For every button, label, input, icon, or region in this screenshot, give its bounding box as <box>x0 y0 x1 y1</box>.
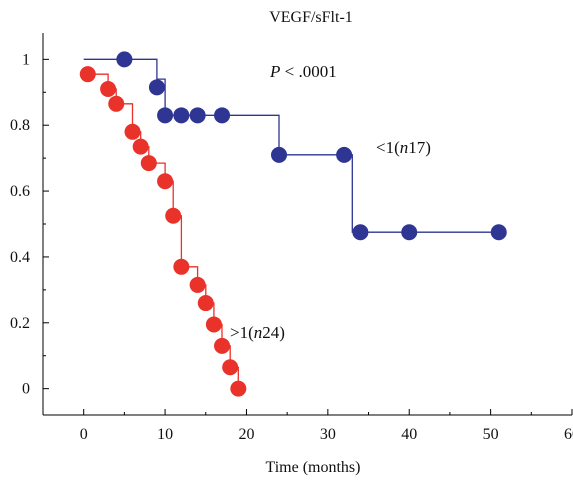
survival-point <box>230 380 247 397</box>
survival-point <box>336 146 353 163</box>
series-label-high-ratio: >1(n24) <box>230 323 285 342</box>
chart-title: VEGF/sFlt-1 <box>269 9 353 26</box>
survival-point <box>222 359 239 376</box>
y-tick-label: 0.4 <box>10 249 30 266</box>
p-value-text: < .0001 <box>280 62 336 81</box>
survival-point <box>165 207 182 224</box>
x-axis-label: Time (months) <box>266 459 361 476</box>
series-layer <box>79 51 507 397</box>
survival-point <box>148 79 165 96</box>
x-tick-label: 50 <box>483 426 499 443</box>
survival-point <box>271 146 288 163</box>
survival-point <box>132 138 149 155</box>
survival-point <box>401 224 418 241</box>
survival-point <box>100 80 117 97</box>
survival-point <box>214 107 231 124</box>
y-tick-label: 0.2 <box>10 315 30 332</box>
survival-point <box>173 258 190 275</box>
x-tick-label: 60 <box>564 426 573 443</box>
survival-point <box>116 51 133 68</box>
survival-point <box>189 276 206 293</box>
survival-point <box>352 224 369 241</box>
survival-point <box>490 224 507 241</box>
series-low-ratio <box>83 51 507 241</box>
y-tick-label: 0.6 <box>10 183 30 200</box>
y-tick-label: 1 <box>22 51 30 68</box>
series-label-low-ratio: <1(n17) <box>376 138 431 157</box>
x-tick-label: 30 <box>320 426 336 443</box>
survival-point <box>108 95 125 112</box>
survival-point <box>197 295 214 312</box>
survival-point <box>157 107 174 124</box>
survival-point <box>173 107 190 124</box>
x-tick-label: 10 <box>157 426 173 443</box>
y-tick-label: 0.8 <box>10 117 30 134</box>
x-tick-label: 0 <box>80 426 88 443</box>
p-value-italic: P <box>269 62 280 81</box>
survival-point <box>189 107 206 124</box>
y-tick-label: 0 <box>22 381 30 398</box>
series-high-ratio <box>79 66 247 397</box>
p-value-annotation: P < .0001 <box>269 62 337 81</box>
axes: 00.20.40.60.810102030405060 <box>10 33 573 443</box>
survival-point <box>140 155 157 172</box>
survival-point <box>205 316 222 333</box>
survival-point <box>79 66 96 83</box>
x-tick-label: 40 <box>401 426 417 443</box>
survival-point <box>157 173 174 190</box>
x-tick-label: 20 <box>238 426 254 443</box>
survival-point <box>214 337 231 354</box>
survival-point <box>124 123 141 140</box>
